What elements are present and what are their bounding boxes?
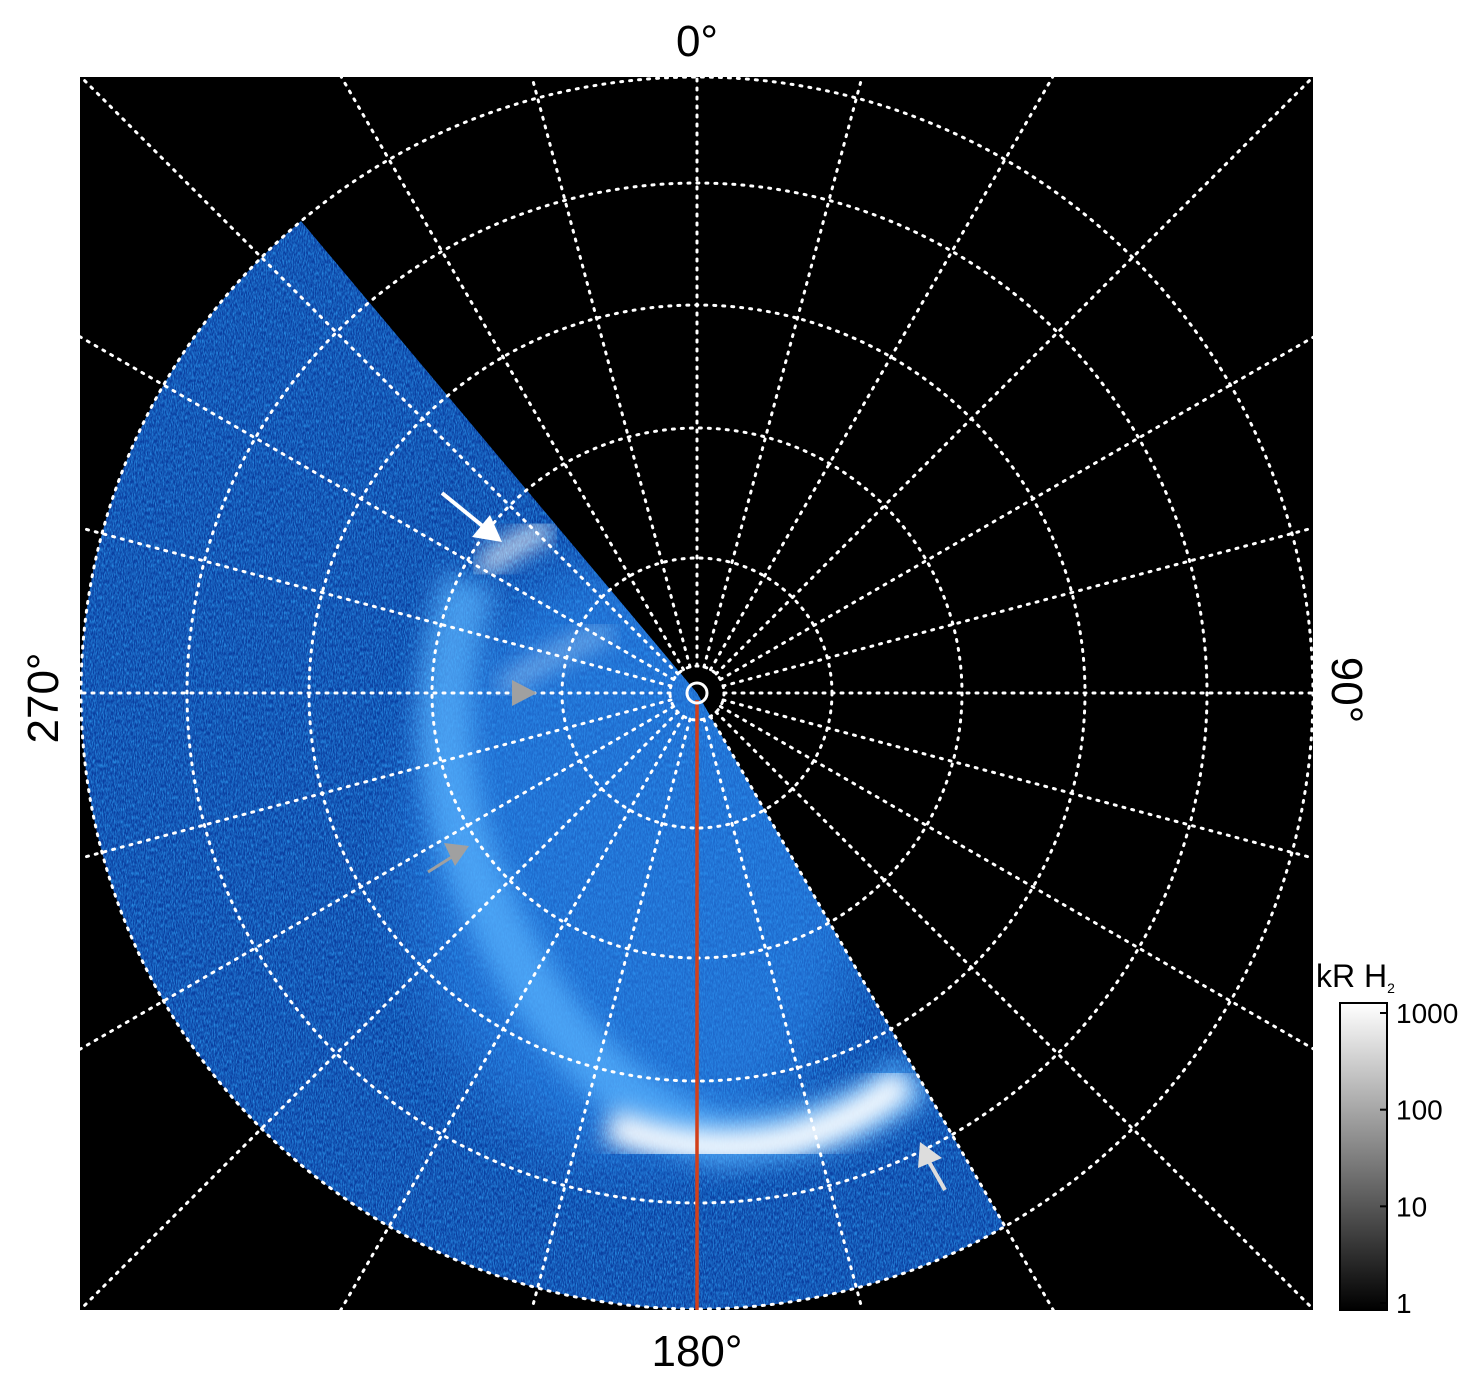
colorbar-tick-label: 10: [1396, 1191, 1427, 1222]
meridian-line: [339, 77, 685, 672]
meridian-line: [721, 526, 1313, 688]
polar-grid: [80, 77, 1313, 1310]
meridian-line: [80, 710, 680, 1310]
arrow-white-lower: [918, 1142, 947, 1191]
meridian-line: [339, 714, 685, 1310]
arrowhead-gray-center: [512, 680, 537, 706]
angle-label-top: 0°: [676, 17, 718, 66]
angle-label-left: 270°: [19, 652, 68, 743]
colorbar-title-subscript: 2: [1387, 980, 1395, 996]
meridian-line: [530, 717, 692, 1310]
latitude-circle: [80, 77, 1313, 1310]
meridian-line: [709, 714, 1055, 1310]
colorbar-title: kR H: [1316, 958, 1387, 994]
bright-oval-dawn: [604, 1067, 916, 1164]
angle-label-bottom: 180°: [651, 1327, 742, 1376]
angle-label-right: 90°: [1322, 657, 1371, 724]
meridian-line: [714, 710, 1313, 1310]
colorbar-tick-label: 100: [1396, 1095, 1443, 1126]
meridian-line: [530, 77, 692, 669]
svg-text:kR H2: kR H2: [1316, 958, 1395, 996]
meridian-line: [80, 698, 673, 860]
meridian-line: [718, 335, 1313, 681]
meridian-line: [702, 717, 864, 1310]
meridian-line: [718, 705, 1313, 1051]
meridian-line: [709, 77, 1055, 672]
arrow-white-upper: [440, 491, 502, 542]
meridian-line: [80, 705, 676, 1051]
pole-marker: [685, 681, 709, 705]
bright-oval-upper: [474, 520, 554, 577]
meridian-line: [721, 698, 1313, 860]
colorbar-gradient: [1339, 1002, 1388, 1311]
meridian-line: [702, 77, 864, 669]
meridian-line: [80, 77, 680, 676]
meridian-line: [714, 77, 1313, 676]
meridian-line: [80, 526, 673, 688]
colorbar-tick-label: 1000: [1396, 998, 1458, 1029]
colorbar-tick-label: 1: [1396, 1288, 1412, 1319]
arrow-gray-lower: [427, 843, 469, 874]
colorbar: kR H2 1000 100 10 1: [1316, 958, 1458, 1319]
meridian-line: [80, 335, 676, 681]
